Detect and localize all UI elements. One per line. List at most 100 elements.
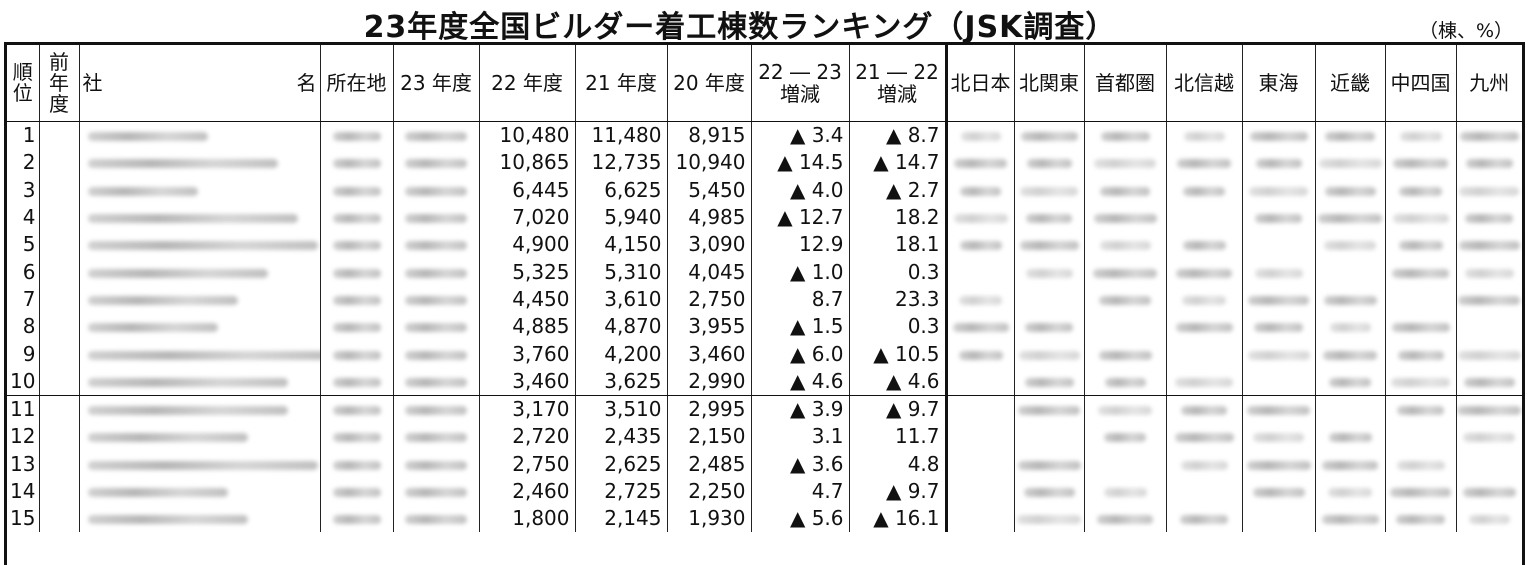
fy20-cell: 10,940 (667, 149, 752, 177)
redacted-value (1182, 241, 1226, 251)
fy20-cell: 1,930 (667, 505, 752, 533)
redacted-value (1100, 186, 1150, 196)
company-name-cell (79, 313, 321, 341)
header-fy22: 22 年度 (479, 45, 576, 122)
change-22-23-cell: ▲ 4.0 (751, 176, 850, 204)
region-cell (1084, 340, 1167, 368)
redacted-value (332, 515, 381, 525)
fy21-cell: 6,625 (575, 176, 668, 204)
region-cell (1456, 177, 1522, 204)
change-22-23-cell: ▲ 1.5 (751, 313, 850, 341)
company-name-cell (79, 231, 321, 259)
region-cell (1385, 505, 1457, 533)
location-cell (320, 450, 394, 478)
region-cell (1084, 176, 1167, 204)
region-cell (1385, 258, 1457, 286)
rank-cell: 9 (7, 340, 40, 368)
redacted-value (405, 214, 467, 224)
region-cell (946, 203, 1015, 232)
header-company: 社名 (79, 45, 321, 122)
fy22-cell: 10,480 (479, 121, 576, 150)
redacted-value (1318, 214, 1382, 224)
region-cell (1166, 231, 1243, 259)
fy22-cell: 3,460 (479, 367, 576, 396)
redacted-value (958, 350, 1003, 360)
redacted-value (87, 241, 318, 251)
prev-rank-cell (39, 231, 80, 259)
redacted-value (1323, 350, 1377, 360)
fy20-cell: 2,990 (667, 367, 752, 396)
redacted-value (1247, 406, 1310, 416)
table-row: 6 5,325 5,310 4,045 ▲ 1.0 0.3 (7, 258, 1522, 286)
region-cell (1385, 423, 1457, 451)
redacted-value (332, 159, 381, 169)
region-cell (1456, 313, 1522, 340)
region-cell (1084, 395, 1167, 424)
region-cell (1014, 149, 1085, 177)
region-cell (1166, 149, 1243, 177)
header-change-21-22: 21 ― 22 増減 (849, 45, 948, 122)
rank-cell: 4 (7, 203, 40, 232)
redacted-value (405, 323, 467, 333)
change-22-23-cell: ▲ 3.4 (751, 121, 850, 150)
redacted-value (332, 241, 381, 251)
change-21-22-cell: 0.3 (849, 313, 948, 341)
header-region-kyushu: 九州 (1456, 45, 1522, 122)
prev-rank-cell (39, 423, 80, 451)
redacted-value (959, 295, 1002, 305)
company-name-cell (79, 149, 321, 177)
header-change-22-23: 22 ― 23 増減 (751, 45, 850, 122)
fy23-cell (393, 176, 480, 204)
redacted-value (1465, 159, 1513, 169)
fy23-cell (393, 340, 480, 368)
rank-cell: 2 (7, 149, 40, 177)
rank-cell: 8 (7, 313, 40, 341)
region-cell (1014, 367, 1085, 396)
redacted-value (1183, 186, 1225, 196)
rank-cell: 13 (7, 450, 40, 478)
fy21-cell: 2,725 (575, 477, 668, 506)
company-name-cell (79, 176, 321, 204)
rank-cell: 3 (7, 176, 40, 204)
region-cell (946, 285, 1015, 314)
header-region-shutoken: 首都圏 (1084, 45, 1167, 122)
header-region-chushikoku: 中四国 (1385, 45, 1457, 122)
redacted-value (332, 323, 381, 333)
redacted-value (1328, 433, 1372, 443)
header-region-kitanihon: 北日本 (946, 45, 1015, 122)
table-row: 9 3,760 4,200 3,460 ▲ 6.0 ▲ 10.5 (7, 340, 1522, 368)
redacted-value (332, 433, 381, 443)
redacted-value (87, 460, 318, 470)
page-title: 23年度全国ビルダー着工棟数ランキング（JSK調査） (363, 10, 1117, 45)
fy20-cell: 2,150 (667, 423, 752, 451)
redacted-value (1459, 186, 1520, 196)
redacted-value (87, 350, 319, 360)
region-cell (1242, 121, 1316, 150)
redacted-value (1098, 350, 1152, 360)
table-row: 3 6,445 6,625 5,450 ▲ 4.0 ▲ 2.7 (7, 176, 1522, 204)
redacted-value (1255, 159, 1302, 169)
fy20-cell: 3,955 (667, 313, 752, 341)
change-22-23-cell: ▲ 1.0 (751, 258, 850, 286)
region-cell (1014, 313, 1085, 341)
redacted-value (1325, 132, 1375, 142)
prev-rank-cell (39, 121, 80, 150)
change-22-23-cell: ▲ 3.9 (751, 395, 850, 424)
region-cell (1456, 340, 1522, 367)
region-cell (1242, 450, 1316, 478)
table-row: 10 3,460 3,625 2,990 ▲ 4.6 ▲ 4.6 (7, 367, 1522, 396)
region-cell (1014, 285, 1085, 314)
fy22-cell: 4,900 (479, 231, 576, 259)
redacted-value (1098, 406, 1152, 416)
redacted-value (405, 406, 467, 416)
region-cell (1084, 367, 1167, 396)
region-cell (1242, 340, 1316, 368)
location-cell (320, 395, 394, 424)
prev-rank-cell (39, 203, 80, 232)
redacted-value (405, 268, 467, 278)
redacted-value (1322, 460, 1378, 470)
redacted-value (332, 214, 381, 224)
header-company-left: 社 (82, 71, 103, 95)
rank-cell: 5 (7, 231, 40, 259)
prev-rank-cell (39, 149, 80, 177)
